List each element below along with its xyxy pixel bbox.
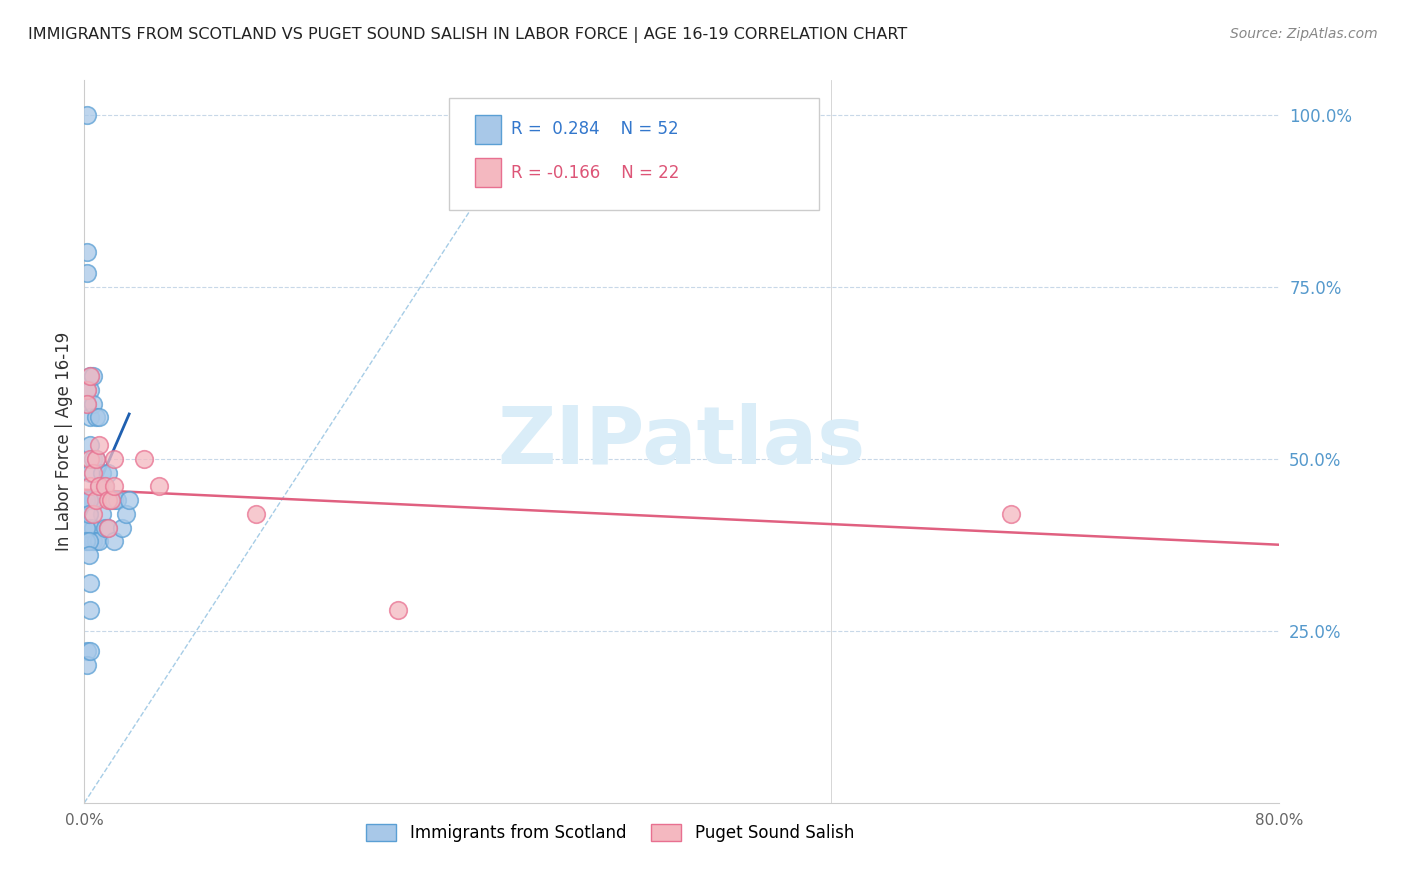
Point: [76, 534, 98, 549]
Point: [76, 245, 98, 260]
Point: [103, 534, 125, 549]
Point: [79, 369, 101, 384]
Point: [77, 534, 100, 549]
Text: R =  0.284    N = 52: R = 0.284 N = 52: [510, 120, 679, 138]
Point: [77, 507, 100, 521]
Point: [86, 493, 108, 508]
FancyBboxPatch shape: [475, 158, 502, 187]
Point: [100, 493, 122, 508]
Point: [82, 520, 104, 534]
Point: [76, 108, 98, 122]
Point: [77, 493, 100, 508]
Point: [79, 466, 101, 480]
Point: [94, 479, 117, 493]
Text: IMMIGRANTS FROM SCOTLAND VS PUGET SOUND SALISH IN LABOR FORCE | AGE 16-19 CORREL: IMMIGRANTS FROM SCOTLAND VS PUGET SOUND …: [28, 27, 907, 43]
Y-axis label: In Labor Force | Age 16-19: In Labor Force | Age 16-19: [55, 332, 73, 551]
Point: [245, 507, 267, 521]
Point: [82, 369, 104, 384]
Point: [82, 534, 104, 549]
Point: [103, 493, 125, 508]
Point: [89, 534, 111, 549]
Point: [111, 520, 134, 534]
Point: [86, 451, 108, 466]
Point: [79, 520, 101, 534]
Point: [148, 479, 170, 493]
Point: [76, 644, 98, 658]
Point: [79, 493, 101, 508]
Point: [77, 548, 100, 562]
Point: [132, 451, 156, 466]
Point: [79, 479, 101, 493]
Point: [75, 520, 97, 534]
Point: [79, 369, 101, 384]
Point: [94, 479, 117, 493]
Point: [86, 451, 108, 466]
Point: [76, 520, 98, 534]
Point: [75, 534, 97, 549]
Point: [118, 493, 141, 508]
Point: [89, 479, 111, 493]
Point: [79, 383, 101, 397]
Point: [82, 451, 104, 466]
Point: [105, 493, 128, 508]
Point: [115, 507, 138, 521]
Point: [76, 383, 98, 397]
Point: [103, 479, 125, 493]
Text: R = -0.166    N = 22: R = -0.166 N = 22: [510, 164, 679, 182]
Point: [97, 520, 120, 534]
Point: [79, 438, 101, 452]
Point: [76, 266, 98, 280]
Point: [82, 397, 104, 411]
Point: [76, 397, 98, 411]
Point: [86, 534, 108, 549]
FancyBboxPatch shape: [449, 98, 820, 211]
Point: [91, 507, 114, 521]
Text: ZIPatlas: ZIPatlas: [498, 402, 866, 481]
Point: [79, 644, 101, 658]
Point: [387, 603, 409, 617]
Point: [89, 479, 111, 493]
FancyBboxPatch shape: [475, 115, 502, 144]
Point: [89, 438, 111, 452]
Point: [94, 520, 117, 534]
Point: [89, 410, 111, 425]
Point: [1000, 507, 1022, 521]
Point: [91, 466, 114, 480]
Point: [86, 493, 108, 508]
Point: [97, 520, 120, 534]
Point: [82, 466, 104, 480]
Point: [103, 451, 125, 466]
Point: [79, 603, 101, 617]
Point: [75, 493, 97, 508]
Point: [100, 493, 122, 508]
Point: [97, 493, 120, 508]
Point: [82, 507, 104, 521]
Point: [86, 410, 108, 425]
Point: [76, 658, 98, 673]
Legend: Immigrants from Scotland, Puget Sound Salish: Immigrants from Scotland, Puget Sound Sa…: [360, 817, 860, 848]
Point: [82, 493, 104, 508]
Point: [79, 575, 101, 590]
Point: [76, 397, 98, 411]
Point: [79, 410, 101, 425]
Point: [79, 451, 101, 466]
Point: [97, 466, 120, 480]
Point: [76, 383, 98, 397]
Text: Source: ZipAtlas.com: Source: ZipAtlas.com: [1230, 27, 1378, 41]
